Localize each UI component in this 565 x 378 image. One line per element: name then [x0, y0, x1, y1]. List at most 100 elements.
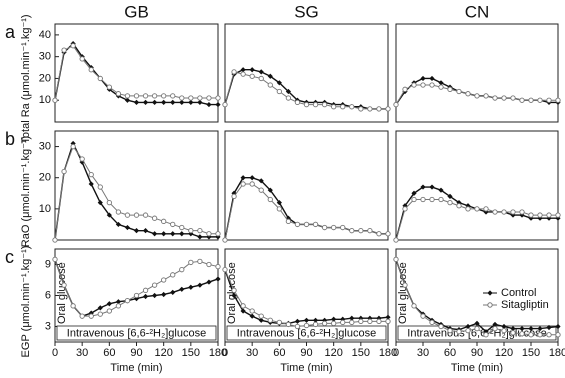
- sitagliptin-marker: [222, 237, 228, 243]
- control-marker: [258, 317, 264, 323]
- sitagliptin-marker: [312, 221, 319, 228]
- control-marker: [133, 296, 140, 302]
- sitagliptin-marker: [555, 97, 561, 103]
- sitagliptin-marker: [206, 261, 212, 268]
- column-title: CN: [465, 2, 490, 21]
- sitagliptin-marker: [402, 206, 408, 212]
- sitagliptin-marker: [124, 298, 131, 304]
- control-marker: [124, 224, 131, 231]
- control-marker: [88, 181, 94, 187]
- sitagliptin-marker: [267, 82, 273, 88]
- control-marker: [124, 97, 131, 103]
- sitagliptin-marker: [393, 101, 399, 108]
- sitagliptin-marker: [420, 82, 426, 88]
- sitagliptin-marker: [222, 267, 228, 273]
- x-axis-label: Time (min): [451, 362, 503, 374]
- y-tick-label: 6: [45, 289, 51, 301]
- sitagliptin-marker: [249, 73, 255, 79]
- control-marker: [438, 187, 444, 193]
- sitagliptin-marker: [312, 321, 319, 328]
- series-line: [54, 259, 219, 317]
- control-marker: [465, 323, 471, 330]
- sitagliptin-marker: [161, 277, 167, 283]
- sitagliptin-marker: [447, 86, 453, 92]
- sitagliptin-marker: [537, 212, 543, 218]
- sitagliptin-marker: [276, 206, 282, 212]
- sitagliptin-marker: [240, 303, 246, 309]
- control-marker: [276, 200, 282, 206]
- sitagliptin-marker: [188, 259, 194, 266]
- control-marker: [197, 99, 203, 105]
- control-marker: [115, 299, 121, 305]
- sitagliptin-marker: [276, 319, 282, 326]
- panel-frame: [395, 23, 559, 123]
- control-marker: [188, 99, 194, 105]
- sitagliptin-marker: [231, 287, 237, 293]
- control-marker: [285, 215, 291, 221]
- annotation: Intravenous [6,6-²H₂]glucose: [67, 327, 206, 339]
- sitagliptin-marker: [358, 106, 364, 112]
- x-tick-label: 30: [246, 347, 258, 359]
- sitagliptin-marker: [492, 95, 498, 101]
- x-tick-label: 0: [393, 347, 399, 359]
- y-tick-label: 30: [39, 51, 51, 63]
- sitagliptin-marker: [124, 93, 131, 99]
- sitagliptin-marker: [179, 224, 185, 231]
- sitagliptin-marker: [456, 88, 462, 95]
- series-line: [224, 269, 389, 325]
- sitagliptin-marker: [376, 231, 382, 237]
- y-axis-label: EGP (μmol.min⁻¹.kg⁻¹): [20, 246, 32, 358]
- sitagliptin-marker: [546, 332, 552, 338]
- control-marker: [152, 99, 158, 105]
- sitagliptin-marker: [170, 272, 176, 278]
- control-marker: [429, 75, 435, 82]
- y-tick-label: 3: [45, 320, 51, 332]
- sitagliptin-marker: [402, 86, 408, 92]
- sitagliptin-marker: [411, 303, 417, 309]
- y-tick-label: 30: [39, 140, 51, 152]
- sitagliptin-marker: [52, 237, 58, 243]
- control-marker: [537, 325, 543, 332]
- control-marker: [258, 69, 264, 75]
- sitagliptin-marker: [285, 95, 292, 101]
- sitagliptin-marker: [438, 323, 444, 330]
- sitagliptin-marker: [367, 106, 373, 112]
- sitagliptin-marker: [142, 93, 149, 99]
- sitagliptin-marker: [393, 256, 399, 262]
- control-marker: [385, 314, 391, 320]
- sitagliptin-marker: [285, 218, 292, 224]
- sitagliptin-marker: [358, 228, 364, 234]
- sitagliptin-marker: [528, 212, 534, 218]
- sitagliptin-marker: [510, 330, 516, 336]
- control-marker: [349, 315, 355, 321]
- sitagliptin-marker: [555, 212, 561, 218]
- sitagliptin-marker: [52, 97, 58, 103]
- panel-frame: [224, 23, 389, 123]
- sitagliptin-marker: [492, 209, 498, 215]
- sitagliptin-marker: [151, 282, 158, 288]
- control-marker: [249, 67, 255, 73]
- series-line: [395, 199, 558, 241]
- sitagliptin-marker: [267, 317, 273, 323]
- control-marker: [161, 231, 167, 237]
- sitagliptin-marker: [188, 228, 194, 234]
- control-marker: [97, 305, 103, 311]
- sitagliptin-marker: [537, 97, 543, 103]
- control-marker: [267, 73, 273, 79]
- sitagliptin-marker: [142, 212, 149, 218]
- x-tick-label: 0: [222, 347, 228, 359]
- sitagliptin-marker: [276, 88, 282, 95]
- control-marker: [555, 323, 561, 330]
- control-marker: [429, 184, 435, 190]
- sitagliptin-marker: [161, 93, 167, 99]
- sitagliptin-marker: [206, 231, 212, 237]
- sitagliptin-marker: [411, 82, 417, 88]
- sitagliptin-marker: [133, 93, 140, 99]
- sitagliptin-marker: [474, 206, 480, 212]
- control-marker: [206, 101, 212, 108]
- sitagliptin-marker: [483, 206, 489, 212]
- control-marker: [240, 308, 246, 314]
- sitagliptin-marker: [179, 95, 185, 101]
- series-line: [54, 145, 218, 241]
- sitagliptin-marker: [537, 332, 543, 338]
